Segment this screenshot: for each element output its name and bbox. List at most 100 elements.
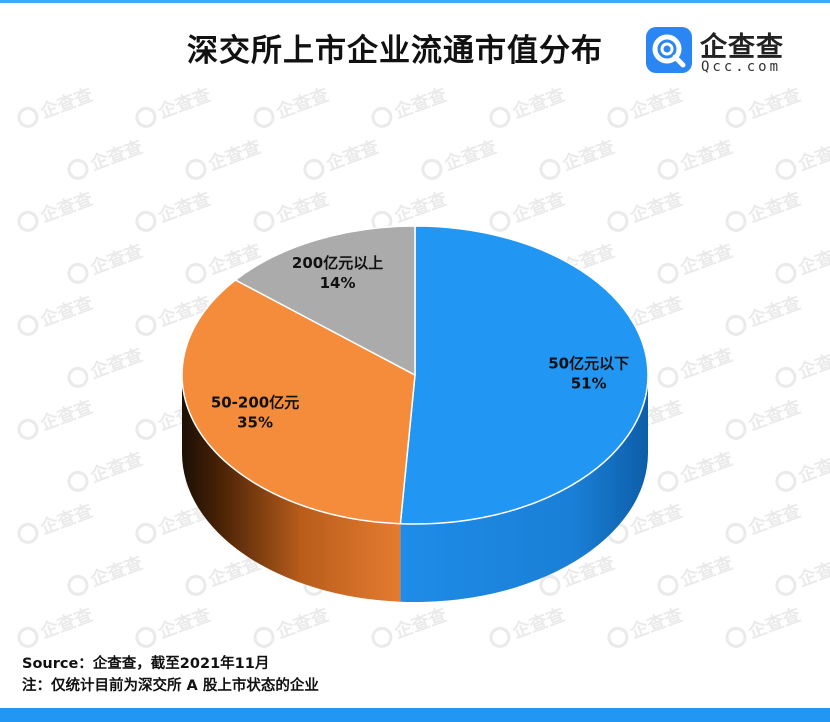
svg-text:企查查: 企查查 <box>36 84 95 123</box>
watermark: 企查查 <box>253 188 332 232</box>
watermark: 企查查 <box>67 448 146 492</box>
svg-text:企查查: 企查查 <box>744 500 803 539</box>
svg-text:企查查: 企查查 <box>390 84 449 123</box>
slice-value-label: 35% <box>237 414 273 432</box>
svg-text:企查查: 企查查 <box>626 188 685 227</box>
watermark: 企查查 <box>775 136 830 180</box>
svg-text:企查查: 企查查 <box>36 292 95 331</box>
svg-text:企查查: 企查查 <box>272 188 331 227</box>
watermark: 企查查 <box>135 188 214 232</box>
watermark: 企查查 <box>371 604 450 648</box>
svg-text:企查查: 企查查 <box>36 396 95 435</box>
svg-text:企查查: 企查查 <box>794 344 830 383</box>
svg-text:企查查: 企查查 <box>272 604 331 643</box>
svg-text:企查查: 企查查 <box>154 84 213 123</box>
svg-text:企查查: 企查查 <box>440 136 499 175</box>
scope-note: 注：仅统计目前为深交所 A 股上市状态的企业 <box>22 678 319 694</box>
watermark: 企查查 <box>135 604 214 648</box>
svg-text:企查查: 企查查 <box>508 604 567 643</box>
pie-slice <box>399 225 649 525</box>
svg-text:企查查: 企查查 <box>794 552 830 591</box>
watermark: 企查查 <box>725 188 804 232</box>
watermark: 企查查 <box>17 396 96 440</box>
svg-text:企查查: 企查查 <box>558 136 617 175</box>
svg-text:企查查: 企查查 <box>626 500 685 539</box>
svg-text:企查查: 企查查 <box>744 396 803 435</box>
watermark: 企查查 <box>489 84 568 128</box>
svg-text:企查查: 企查查 <box>744 188 803 227</box>
watermark: 企查查 <box>253 604 332 648</box>
pie-label-layer: 50亿元以下 51% 50-200亿元 35% 200亿元以上 14% <box>211 254 629 432</box>
chart-title: 深交所上市企业流通市值分布 <box>187 33 603 69</box>
slice-label: 50亿元以下 <box>548 354 629 372</box>
svg-text:企查查: 企查查 <box>272 84 331 123</box>
svg-text:企查查: 企查查 <box>36 604 95 643</box>
source-note: Source：企查查，截至2021年11月 <box>22 656 270 672</box>
svg-text:企查查: 企查查 <box>322 136 381 175</box>
svg-text:企查查: 企查查 <box>36 500 95 539</box>
pie-top-layer <box>181 225 649 525</box>
watermark: 企查查 <box>67 552 146 596</box>
svg-text:企查查: 企查查 <box>794 240 830 279</box>
watermark: 企查查 <box>657 240 736 284</box>
svg-text:企查查: 企查查 <box>154 188 213 227</box>
logo-name: 企查查 <box>700 32 784 63</box>
watermark: 企查查 <box>17 500 96 544</box>
watermark: 企查查 <box>607 188 686 232</box>
svg-text:企查查: 企查查 <box>626 604 685 643</box>
logo-domain: Qcc.com <box>701 59 782 75</box>
slice-label: 200亿元以上 <box>292 254 383 272</box>
svg-text:企查查: 企查查 <box>744 604 803 643</box>
watermark: 企查查 <box>775 240 830 284</box>
svg-text:企查查: 企查查 <box>676 344 735 383</box>
slice-value-label: 14% <box>320 274 356 292</box>
watermark: 企查查 <box>607 84 686 128</box>
watermark: 企查查 <box>421 136 500 180</box>
svg-text:企查查: 企查查 <box>86 552 145 591</box>
watermark: 企查查 <box>725 292 804 336</box>
svg-text:企查查: 企查查 <box>390 604 449 643</box>
svg-text:企查查: 企查查 <box>154 604 213 643</box>
svg-text:企查查: 企查查 <box>508 84 567 123</box>
watermark: 企查查 <box>371 84 450 128</box>
svg-text:企查查: 企查查 <box>626 84 685 123</box>
watermark: 企查查 <box>539 136 618 180</box>
svg-text:企查查: 企查查 <box>86 240 145 279</box>
watermark: 企查查 <box>17 604 96 648</box>
svg-text:企查查: 企查查 <box>676 448 735 487</box>
svg-text:企查查: 企查查 <box>86 344 145 383</box>
watermark: 企查查 <box>657 344 736 388</box>
watermark: 企查查 <box>657 552 736 596</box>
pie-slice <box>181 279 416 525</box>
chart-footer: Source：企查查，截至2021年11月 注：仅统计目前为深交所 A 股上市状… <box>22 653 319 697</box>
watermark: 企查查 <box>67 240 146 284</box>
watermark: 企查查 <box>67 136 146 180</box>
qcc-logo: 企查查 Qcc.com <box>646 25 796 79</box>
watermark: 企查查 <box>725 604 804 648</box>
qcc-logo-icon <box>646 27 692 73</box>
watermark: 企查查 <box>489 188 568 232</box>
chart-canvas: 企查查 企查查 企查查 企查查 企查查 企查查 企查查企查查 企查查 企查查 企查查 企查查 企查查企… <box>17 84 830 648</box>
svg-text:企查查: 企查查 <box>86 136 145 175</box>
svg-text:企查查: 企查查 <box>508 188 567 227</box>
svg-text:企查查: 企查查 <box>676 136 735 175</box>
svg-text:企查查: 企查查 <box>36 188 95 227</box>
watermark: 企查查 <box>725 500 804 544</box>
svg-text:企查查: 企查查 <box>204 136 263 175</box>
watermark: 企查查 <box>185 136 264 180</box>
pie-slice <box>234 225 416 376</box>
watermark: 企查查 <box>607 604 686 648</box>
watermark: 企查查 <box>657 448 736 492</box>
svg-text:企查查: 企查查 <box>676 240 735 279</box>
svg-text:企查查: 企查查 <box>794 448 830 487</box>
slice-value-label: 51% <box>571 374 607 392</box>
watermark: 企查查 <box>17 84 96 128</box>
svg-text:企查查: 企查查 <box>794 136 830 175</box>
svg-text:企查查: 企查查 <box>676 552 735 591</box>
watermark: 企查查 <box>657 136 736 180</box>
pie-slice-side <box>182 375 401 602</box>
pie-slice-side <box>400 375 648 602</box>
svg-text:企查查: 企查查 <box>86 448 145 487</box>
svg-text:企查查: 企查查 <box>390 188 449 227</box>
